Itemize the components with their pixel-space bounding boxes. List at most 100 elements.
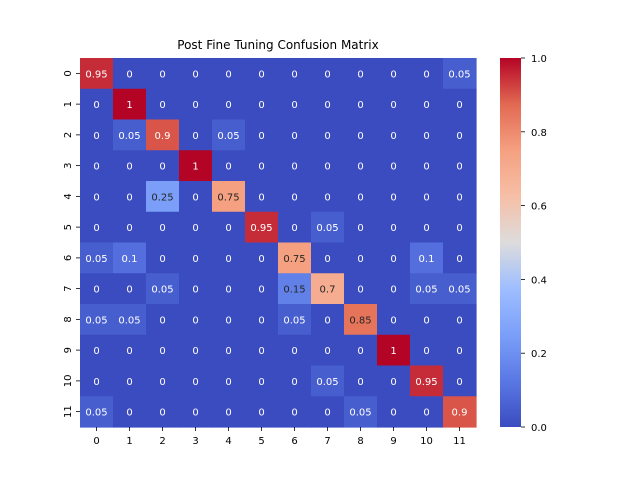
cell-value-label: 0 xyxy=(390,69,396,80)
cell-value-label: 0 xyxy=(423,162,429,173)
x-axis: 0 1 2 3 4 5 6 7 8 9 10 11 xyxy=(93,427,466,447)
cell-value-label: 0 xyxy=(159,69,165,80)
heatmap-cell xyxy=(179,242,213,274)
cell-value-label: 0 xyxy=(258,131,264,142)
cell-value-label: 0 xyxy=(192,377,198,388)
cell-value-label: 0 xyxy=(225,162,231,173)
heatmap-cell xyxy=(212,396,246,428)
cell-value-label: 1 xyxy=(390,346,396,357)
heatmap-cell xyxy=(146,58,180,90)
heatmap-cell xyxy=(443,211,477,244)
heatmap-cell xyxy=(245,242,279,274)
y-tick-label: 5 xyxy=(63,224,74,230)
heatmap-cell xyxy=(311,334,345,367)
cell-value-label: 0 xyxy=(159,346,165,357)
colorbar: 0.0 0.2 0.4 0.6 0.8 1.0 xyxy=(500,54,547,434)
heatmap-cell xyxy=(278,396,312,428)
cell-value-label: 0 xyxy=(291,131,297,142)
y-tick-label: 10 xyxy=(63,375,74,388)
cell-value-label: 0 xyxy=(93,285,99,296)
cell-value-label: 0 xyxy=(192,254,198,265)
heatmap-cell xyxy=(410,242,444,274)
heatmap-cell xyxy=(179,119,213,151)
y-tick-label: 3 xyxy=(63,162,74,168)
y-tick-label: 4 xyxy=(63,193,74,199)
heatmap-cell xyxy=(245,304,279,336)
heatmap-cell xyxy=(179,88,213,121)
heatmap-cell xyxy=(179,58,213,90)
heatmap-cell xyxy=(146,304,180,336)
cell-value-label: 0 xyxy=(159,223,165,234)
x-tick-label: 10 xyxy=(420,436,433,447)
heatmap-cell xyxy=(80,334,114,367)
cell-value-label: 0 xyxy=(159,254,165,265)
heatmap-cell xyxy=(245,150,279,182)
cell-value-label: 0.9 xyxy=(452,408,468,419)
x-tick-label: 3 xyxy=(192,436,198,447)
heatmap-cell xyxy=(245,365,279,397)
heatmap-cell xyxy=(344,396,378,428)
heatmap-cell xyxy=(311,181,345,213)
heatmap-cell xyxy=(344,242,378,274)
cell-value-label: 0 xyxy=(192,346,198,357)
heatmap-cell xyxy=(146,396,180,428)
cell-value-label: 0 xyxy=(192,192,198,203)
heatmap-cell xyxy=(377,334,411,367)
heatmap-cell xyxy=(179,211,213,244)
cell-value-label: 0 xyxy=(390,223,396,234)
cell-value-label: 0 xyxy=(357,100,363,111)
cell-value-label: 0 xyxy=(159,162,165,173)
cell-value-label: 0 xyxy=(456,315,462,326)
cell-value-label: 0 xyxy=(390,100,396,111)
cell-value-label: 0 xyxy=(93,223,99,234)
cell-value-label: 0 xyxy=(324,69,330,80)
heatmap-cell xyxy=(245,334,279,367)
x-tick-label: 4 xyxy=(225,436,231,447)
heatmap-cell xyxy=(443,365,477,397)
heatmap-cell xyxy=(311,211,345,244)
cell-value-label: 0 xyxy=(192,315,198,326)
cell-value-label: 0 xyxy=(324,254,330,265)
heatmap-cell xyxy=(113,150,147,182)
heatmap-cell xyxy=(278,273,312,305)
heatmap-cell xyxy=(212,304,246,336)
cell-value-label: 0 xyxy=(390,315,396,326)
heatmap-cell xyxy=(212,211,246,244)
cell-value-label: 0.05 xyxy=(415,285,437,296)
heatmap-cell xyxy=(410,58,444,90)
heatmap-cell xyxy=(410,181,444,213)
colorbar-tick-label: 0.8 xyxy=(531,128,547,139)
heatmap-cell xyxy=(278,150,312,182)
cell-value-label: 0 xyxy=(357,223,363,234)
heatmap-cell xyxy=(80,88,114,121)
cell-value-label: 0 xyxy=(324,100,330,111)
cell-value-label: 0 xyxy=(258,192,264,203)
cell-value-label: 0 xyxy=(126,285,132,296)
heatmap-cell xyxy=(377,242,411,274)
cell-value-label: 0 xyxy=(390,131,396,142)
cell-value-label: 0 xyxy=(225,377,231,388)
y-tick-label: 2 xyxy=(63,132,74,138)
cell-value-label: 0.1 xyxy=(122,254,138,265)
x-tick-label: 11 xyxy=(453,436,466,447)
heatmap-cell xyxy=(410,304,444,336)
heatmap-cell xyxy=(344,211,378,244)
x-tick-label: 5 xyxy=(258,436,264,447)
cell-value-label: 0.05 xyxy=(217,131,239,142)
heatmap-cell xyxy=(245,273,279,305)
heatmap-cell xyxy=(377,181,411,213)
heatmap-cell xyxy=(80,242,114,274)
heatmap-cell xyxy=(80,304,114,336)
heatmap-cell xyxy=(179,334,213,367)
heatmap-cells xyxy=(80,58,477,428)
cell-value-label: 0 xyxy=(291,100,297,111)
heatmap-cell xyxy=(245,396,279,428)
cell-value-label: 0.05 xyxy=(283,315,305,326)
heatmap-cell xyxy=(410,150,444,182)
cell-value-label: 0 xyxy=(93,100,99,111)
heatmap-cell xyxy=(278,58,312,90)
colorbar-tick-label: 0.6 xyxy=(531,202,547,213)
y-tick-label: 7 xyxy=(63,285,74,291)
cell-value-label: 0 xyxy=(126,346,132,357)
heatmap-cell xyxy=(146,365,180,397)
